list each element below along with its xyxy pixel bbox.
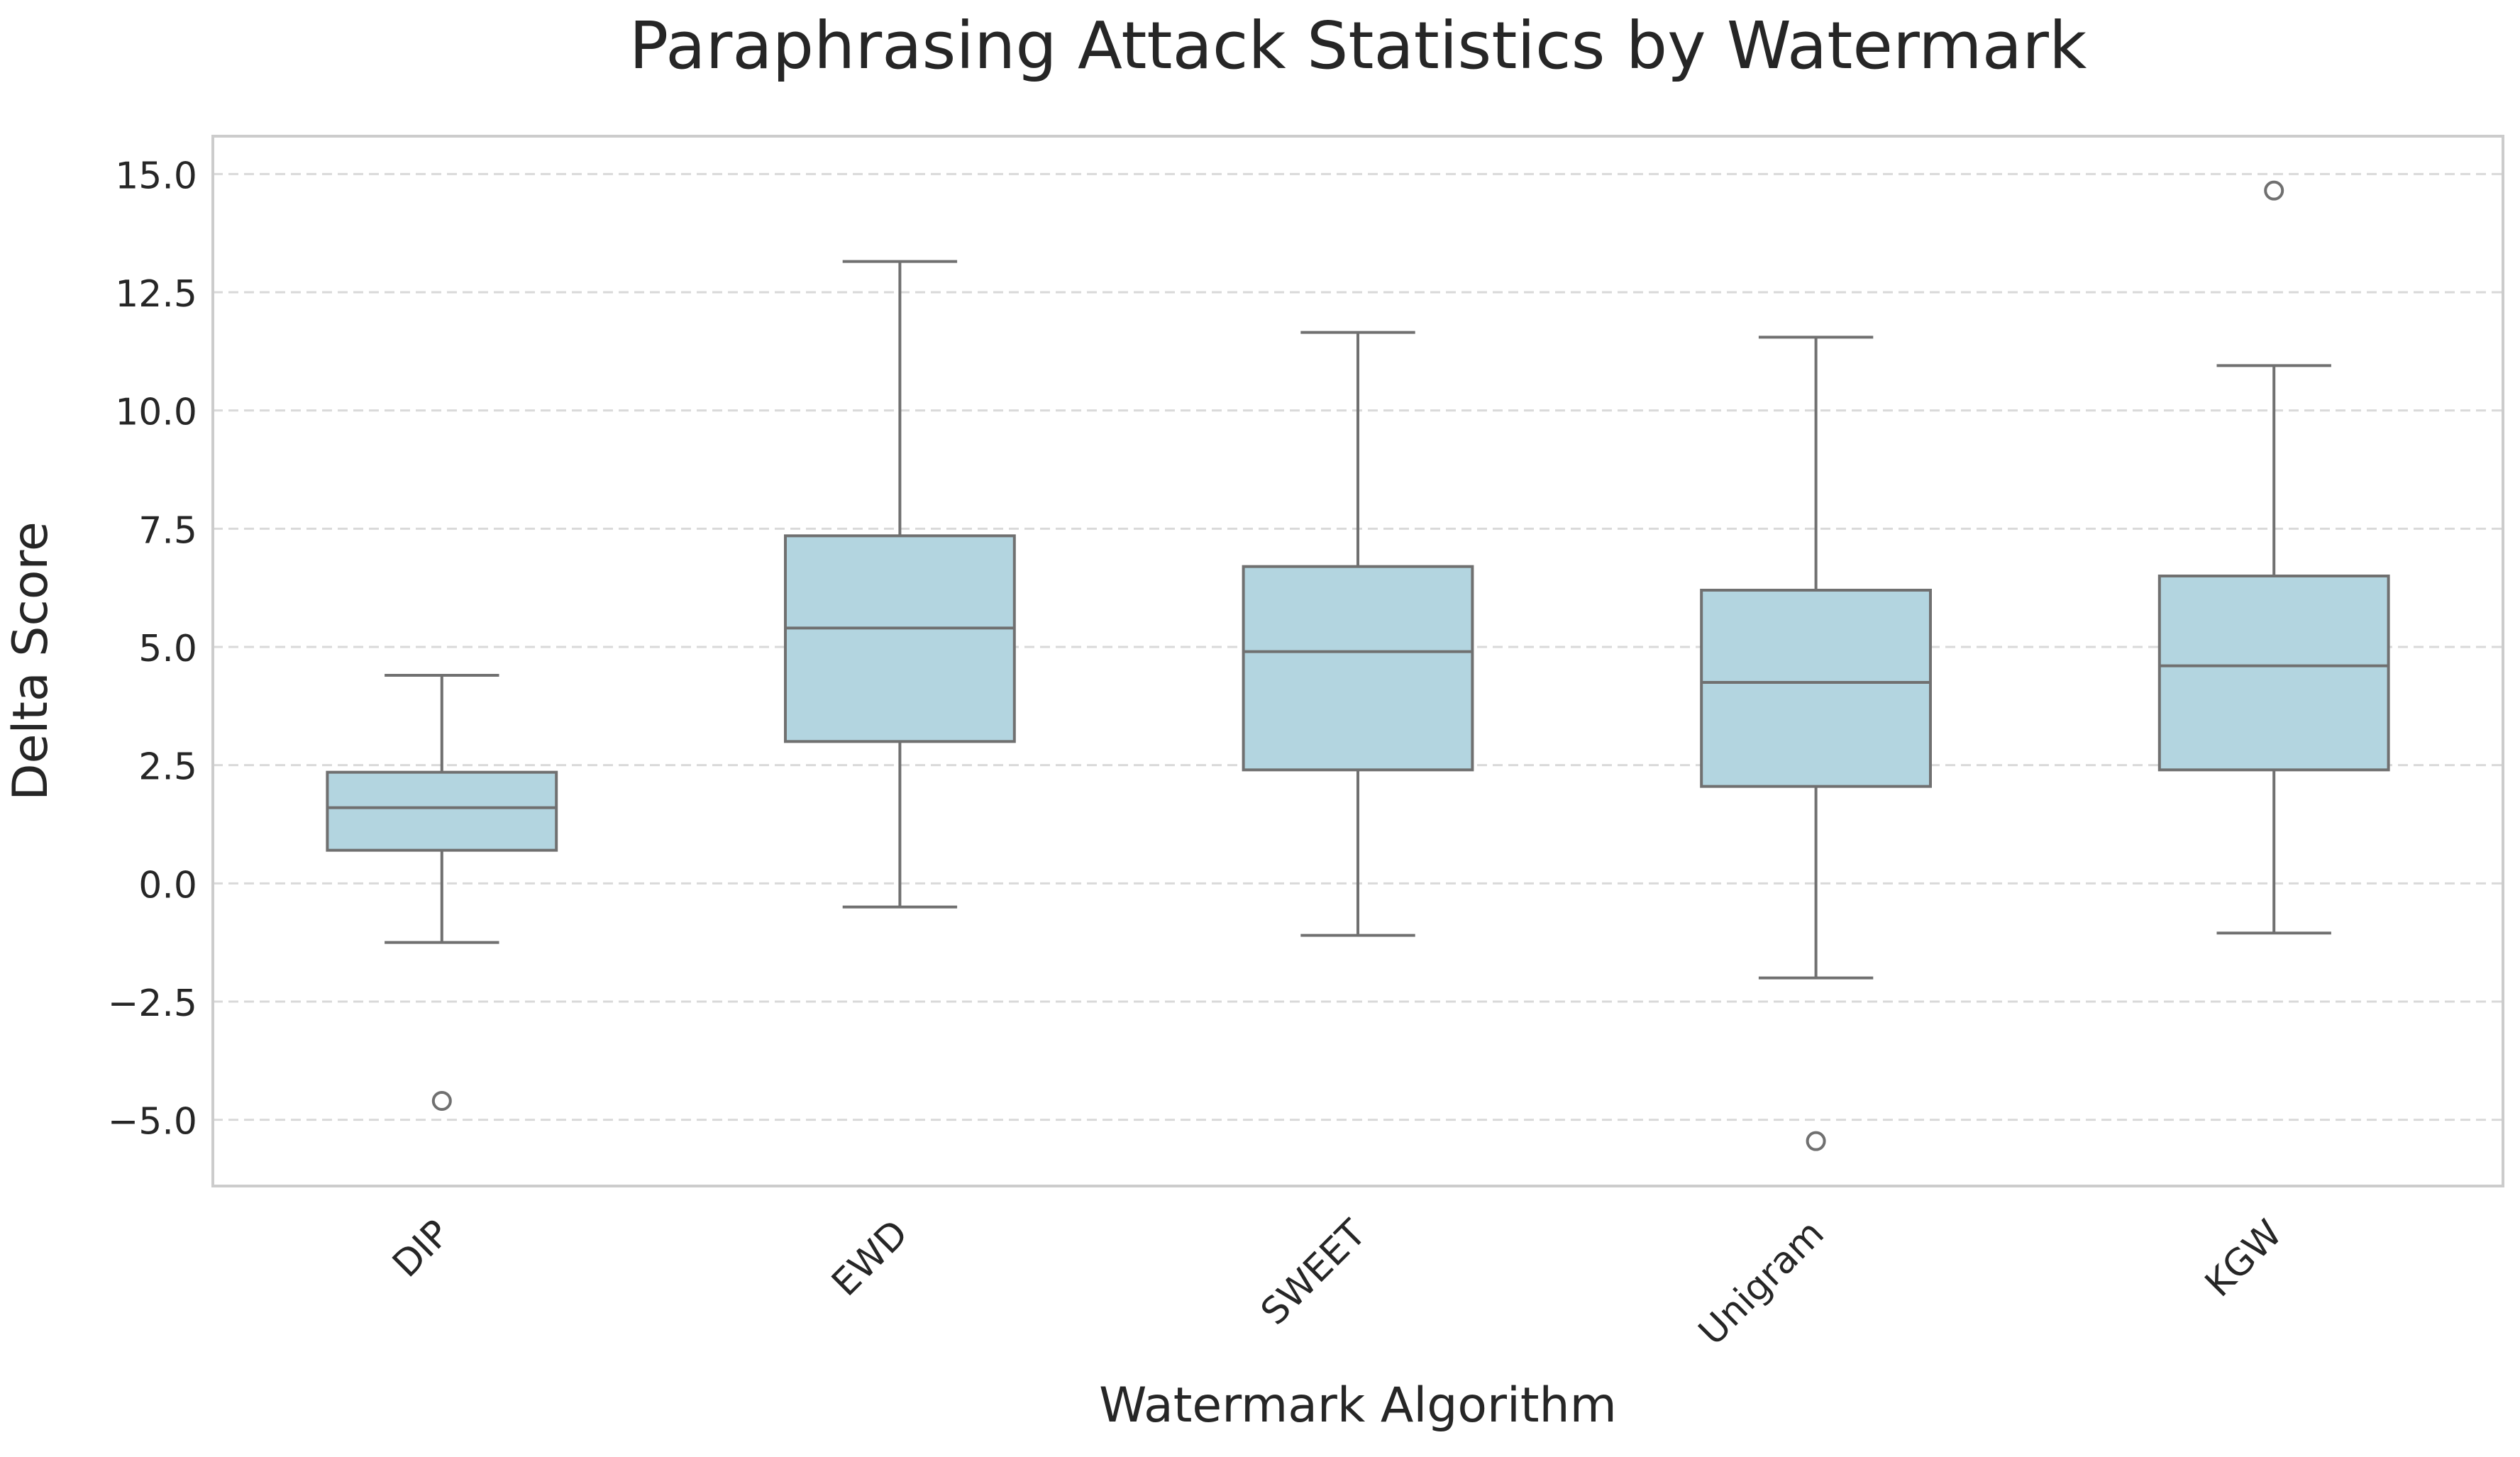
box-group-unigram (1700, 336, 1932, 1151)
plot-frame (211, 135, 2504, 1187)
box-group-ewd (784, 260, 1016, 909)
iqr-box (1700, 589, 1932, 788)
iqr-box (2157, 575, 2390, 772)
y-tick-label: 2.5 (138, 746, 197, 789)
y-tick-label: 5.0 (138, 628, 197, 670)
iqr-box (1242, 565, 1474, 772)
x-axis-label: Watermark Algorithm (1099, 1378, 1617, 1434)
y-tick-label: 15.0 (115, 155, 197, 197)
y-tick-label: −5.0 (108, 1101, 197, 1143)
chart-title: Paraphrasing Attack Statistics by Waterm… (629, 8, 2087, 84)
box-group-kgw (2157, 180, 2390, 935)
y-tick-label: 12.5 (115, 273, 197, 316)
outlier-point (431, 1091, 452, 1111)
y-tick-label: 0.0 (138, 864, 197, 907)
y-tick-label: 7.5 (138, 509, 197, 552)
box-group-sweet (1242, 331, 1474, 937)
box-group-dip (326, 674, 558, 1111)
y-tick-label: −2.5 (108, 982, 197, 1025)
iqr-box (784, 534, 1016, 743)
outlier-point (1806, 1131, 1826, 1151)
y-axis-label: Delta Score (3, 521, 59, 801)
y-tick-label: 10.0 (115, 392, 197, 434)
outlier-point (2264, 180, 2284, 201)
iqr-box (326, 770, 558, 852)
